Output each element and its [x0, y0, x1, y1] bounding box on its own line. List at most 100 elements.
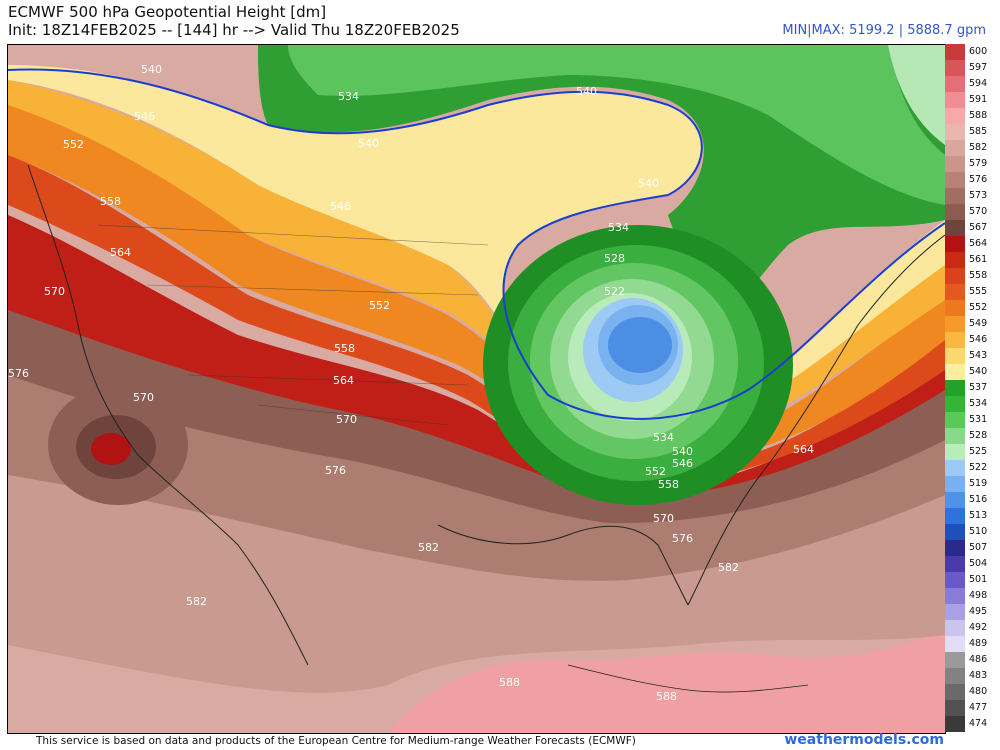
contour-label: 582 — [186, 595, 207, 608]
colorbar-swatch — [945, 572, 965, 588]
contour-label: 558 — [100, 195, 121, 208]
colorbar-level-label: 546 — [969, 334, 988, 345]
colorbar-swatch — [945, 140, 965, 156]
colorbar-swatch — [945, 428, 965, 444]
colorbar-swatch — [945, 188, 965, 204]
contour-label: 576 — [8, 367, 29, 380]
colorbar-swatch — [945, 316, 965, 332]
colorbar-level-label: 561 — [969, 254, 988, 265]
colorbar-level-label: 492 — [969, 622, 988, 633]
colorbar-level-label: 519 — [969, 478, 988, 489]
colorbar-level-label: 498 — [969, 590, 988, 601]
contour-fill-576 — [8, 365, 945, 581]
contour-fill-546 — [8, 80, 945, 447]
colorbar-swatch — [945, 204, 965, 220]
contour-label: 570 — [133, 391, 154, 404]
contour-540-line — [8, 68, 945, 420]
colorbar-level-label: 528 — [969, 430, 988, 441]
colorbar-swatch — [945, 684, 965, 700]
colorbar-level-label: 573 — [969, 190, 988, 201]
colorbar-swatch — [945, 540, 965, 556]
colorbar-swatch — [945, 124, 965, 140]
colorbar-level-label: 513 — [969, 510, 988, 521]
cutoff-low-core — [91, 433, 131, 465]
map-valid-time: Init: 18Z14FEB2025 -- [144] hr --> Valid… — [8, 21, 460, 39]
contour-label: 540 — [672, 445, 693, 458]
colorbar-swatch — [945, 172, 965, 188]
contour-label: 564 — [793, 443, 814, 456]
colorbar-swatch — [945, 44, 965, 60]
colorbar-swatch — [945, 700, 965, 716]
colorbar-level-label: 486 — [969, 654, 988, 665]
colorbar-level-label: 531 — [969, 414, 988, 425]
contour-label: 582 — [718, 561, 739, 574]
colorbar-swatch — [945, 300, 965, 316]
contour-label: 522 — [604, 285, 625, 298]
colorbar-swatch — [945, 92, 965, 108]
colorbar-swatch — [945, 588, 965, 604]
contour-fill-540 — [8, 65, 945, 430]
colorbar-level-label: 576 — [969, 174, 988, 185]
colorbar-level-label: 483 — [969, 670, 988, 681]
colorbar-level-label: 564 — [969, 238, 988, 249]
colorbar-swatch — [945, 236, 965, 252]
colorbar-level-label: 567 — [969, 222, 988, 233]
colorbar-level-label: 543 — [969, 350, 988, 361]
contour-label: 546 — [330, 200, 351, 213]
colorbar-swatch — [945, 604, 965, 620]
state-borders — [97, 224, 489, 426]
colorbar-level-label: 501 — [969, 574, 988, 585]
contour-label: 576 — [672, 532, 693, 545]
colorbar-swatch — [945, 476, 965, 492]
colorbar-level-label: 489 — [969, 638, 988, 649]
colorbar-swatch — [945, 268, 965, 284]
contour-label: 546 — [672, 457, 693, 470]
colorbar-swatch — [945, 332, 965, 348]
height-colorbar — [945, 44, 965, 732]
colorbar-swatch — [945, 76, 965, 92]
contour-label: 588 — [656, 690, 677, 703]
contour-label: 534 — [338, 90, 359, 103]
low-ring-516 — [608, 317, 672, 373]
colorbar-swatch — [945, 460, 965, 476]
contour-label: 552 — [63, 138, 84, 151]
contour-label: 528 — [604, 252, 625, 265]
colorbar-swatch — [945, 668, 965, 684]
contour-label: 588 — [499, 676, 520, 689]
map-title: ECMWF 500 hPa Geopotential Height [dm] — [8, 3, 327, 21]
colorbar-swatch — [945, 108, 965, 124]
colorbar-swatch — [945, 364, 965, 380]
contour-fill-531 — [288, 45, 945, 205]
caribbean-islands — [567, 664, 809, 693]
colorbar-level-label: 507 — [969, 542, 988, 553]
contour-fill-525 — [888, 45, 945, 145]
colorbar-swatch — [945, 220, 965, 236]
colorbar-level-label: 516 — [969, 494, 988, 505]
min-max-readout: MIN|MAX: 5199.2 | 5888.7 gpm — [782, 23, 986, 38]
contour-label: 534 — [608, 221, 629, 234]
colorbar-level-label: 495 — [969, 606, 988, 617]
pacific-coastline — [27, 164, 309, 666]
brand-link[interactable]: weathermodels.com — [784, 732, 944, 748]
colorbar-swatch — [945, 156, 965, 172]
colorbar-level-label: 600 — [969, 46, 988, 57]
contour-label: 540 — [576, 85, 597, 98]
colorbar-level-label: 582 — [969, 142, 988, 153]
colorbar-swatch — [945, 556, 965, 572]
contour-label: 564 — [333, 374, 354, 387]
colorbar-swatch — [945, 620, 965, 636]
colorbar-swatch — [945, 492, 965, 508]
colorbar-level-label: 594 — [969, 78, 988, 89]
contour-label: 570 — [336, 413, 357, 426]
colorbar-level-label: 597 — [969, 62, 988, 73]
geopotential-height-map[interactable]: 540 534 540 540 546 552 558 564 570 576 … — [7, 44, 946, 734]
colorbar-swatch — [945, 636, 965, 652]
colorbar-swatch — [945, 284, 965, 300]
colorbar-swatch — [945, 60, 965, 76]
contour-label: 540 — [358, 137, 379, 150]
colorbar-level-label: 558 — [969, 270, 988, 281]
contour-label: 558 — [658, 478, 679, 491]
contour-label: 582 — [418, 541, 439, 554]
colorbar-level-label: 588 — [969, 110, 988, 121]
contour-fill-570 — [8, 295, 945, 524]
